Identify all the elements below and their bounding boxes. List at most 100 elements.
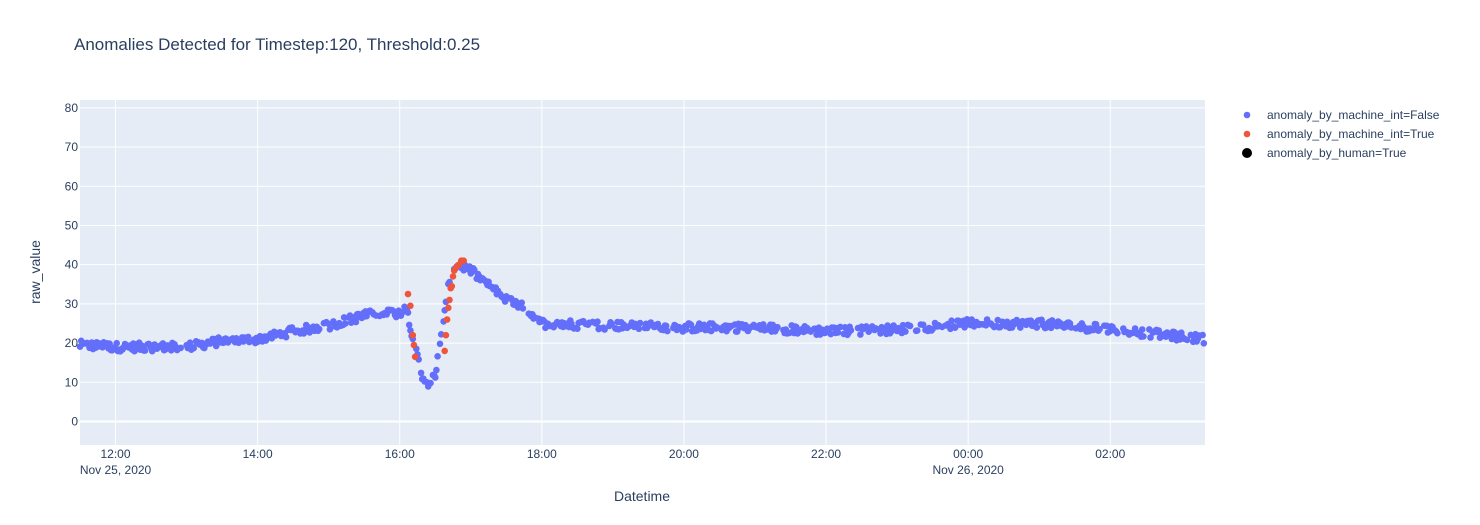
data-point-anomaly [449, 273, 457, 280]
data-point-anomaly [443, 316, 451, 323]
data-point-anomaly [409, 331, 417, 339]
data-point-normal [326, 326, 334, 333]
x-tick-label: 22:00 [811, 447, 841, 461]
data-point-normal [1155, 327, 1163, 334]
y-tick-label: 0 [71, 414, 78, 428]
x-tick-label: 16:00 [385, 447, 415, 461]
data-point-normal [774, 323, 781, 331]
data-point-normal [1199, 331, 1206, 339]
data-point-anomaly [407, 302, 414, 310]
data-point-normal [1017, 324, 1024, 331]
legend-label: anomaly_by_human=True [1267, 146, 1407, 160]
data-point-normal [177, 344, 184, 352]
data-point-anomaly [411, 353, 419, 361]
data-point-normal [427, 379, 434, 387]
data-point-normal [1114, 329, 1121, 337]
data-point-normal [404, 309, 412, 316]
x-tick-sublabel: Nov 26, 2020 [932, 463, 1004, 477]
x-tick-label: 02:00 [1095, 447, 1125, 461]
data-point-normal [282, 333, 290, 341]
x-tick-sublabel: Nov 25, 2020 [80, 463, 152, 477]
x-tick-label: 00:00 [953, 447, 983, 461]
data-point-normal [1033, 324, 1041, 331]
data-point-normal [601, 326, 608, 333]
data-point-normal [608, 320, 615, 328]
data-point-normal [636, 319, 644, 327]
data-point-normal [315, 325, 323, 333]
y-tick-label: 40 [65, 258, 79, 272]
legend-label: anomaly_by_machine_int=False [1267, 108, 1440, 122]
data-point-normal [434, 353, 441, 360]
data-point-normal [857, 331, 864, 338]
data-point-normal [436, 340, 444, 348]
chart-title: Anomalies Detected for Timestep:120, Thr… [74, 35, 480, 54]
y-axis-ticks: 0 10 20 30 40 50 60 70 80 [65, 101, 79, 429]
legend-item[interactable]: anomaly_by_human=True [1242, 146, 1407, 160]
data-point-normal [519, 305, 527, 312]
x-gridlines [115, 100, 1111, 445]
data-point-normal [417, 369, 425, 377]
legend-marker [1243, 130, 1251, 138]
legend-marker [1243, 111, 1251, 119]
data-point-normal [919, 321, 927, 329]
data-point-normal [398, 309, 406, 317]
data-point-normal [951, 324, 959, 332]
legend-label: anomaly_by_machine_int=True [1267, 127, 1435, 141]
data-point-anomaly [410, 341, 418, 349]
x-axis-title: Datetime [614, 488, 670, 504]
data-point-normal [1131, 325, 1139, 332]
data-point-anomaly [404, 290, 412, 298]
data-point-normal [906, 322, 914, 330]
data-point-normal [113, 339, 120, 347]
y-tick-label: 50 [65, 218, 79, 232]
y-axis-title: raw_value [27, 240, 43, 304]
x-tick-label: 14:00 [243, 447, 273, 461]
y-tick-label: 10 [65, 375, 79, 389]
data-point-normal [1096, 325, 1103, 333]
data-point-normal [913, 327, 921, 334]
y-tick-label: 80 [65, 101, 79, 115]
data-point-normal [1183, 336, 1191, 344]
legend-item[interactable]: anomaly_by_machine_int=True [1243, 127, 1435, 141]
data-point-normal [342, 320, 349, 327]
y-tick-label: 70 [65, 140, 79, 154]
data-point-normal [518, 299, 525, 307]
data-point-anomaly [442, 331, 450, 339]
data-point-anomaly [441, 347, 449, 355]
data-point-normal [760, 321, 767, 328]
data-points [76, 257, 1208, 390]
data-point-normal [948, 317, 955, 325]
data-point-normal [254, 338, 261, 346]
legend-item[interactable]: anomaly_by_machine_int=False [1243, 108, 1440, 122]
data-point-normal [1147, 334, 1154, 341]
data-point-anomaly [446, 296, 453, 304]
data-point-normal [340, 314, 348, 321]
data-point-normal [1200, 340, 1208, 347]
data-point-normal [190, 344, 197, 352]
data-point-normal [793, 323, 800, 331]
x-tick-label: 20:00 [669, 447, 699, 461]
plot-area[interactable] [80, 100, 1205, 445]
data-point-normal [141, 347, 149, 354]
x-tick-label: 12:00 [101, 447, 131, 461]
data-point-normal [405, 321, 413, 329]
data-point-normal [847, 327, 855, 334]
y-tick-label: 30 [65, 297, 79, 311]
data-point-normal [352, 318, 360, 326]
data-point-normal [244, 333, 252, 341]
data-point-normal [432, 374, 439, 381]
data-point-normal [899, 321, 907, 329]
data-point-normal [594, 318, 601, 326]
data-point-normal [1138, 326, 1146, 333]
data-point-anomaly [460, 257, 468, 265]
x-axis-ticks: 12:00 Nov 25, 2020 14:00 16:00 18:00 20:00 22:… [80, 447, 1126, 477]
x-tick-label: 18:00 [527, 447, 557, 461]
legend-marker [1242, 148, 1252, 158]
legend[interactable]: anomaly_by_machine_int=False anomaly_by_m… [1242, 108, 1440, 160]
y-tick-label: 20 [65, 336, 79, 350]
data-point-anomaly [445, 304, 452, 312]
data-point-normal [574, 325, 581, 333]
data-point-normal [664, 327, 671, 335]
data-point-normal [1140, 333, 1147, 340]
